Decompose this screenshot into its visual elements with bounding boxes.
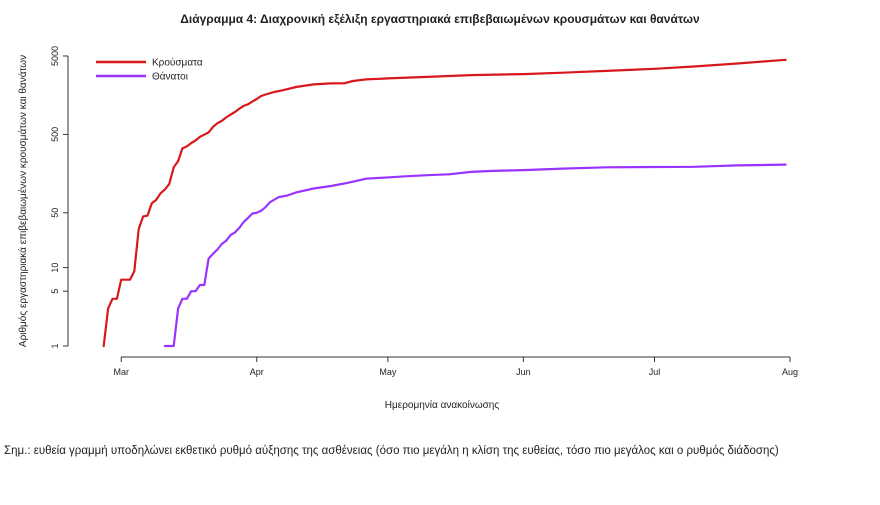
- chart-svg: 1 5 10 50 500 5000 Mar Apr May Jun Jul Aug Κρούσμα…: [17, 46, 798, 411]
- y-tick-label: 5000: [50, 46, 60, 66]
- y-tick-label: 500: [50, 127, 60, 142]
- x-tick-label: Mar: [113, 367, 129, 377]
- series-group: [102, 58, 787, 348]
- x-tick-label: Jun: [516, 367, 531, 377]
- y-tick-label: 1: [50, 343, 60, 348]
- x-tick-label: Aug: [782, 367, 798, 377]
- legend-label: Θάνατοι: [152, 71, 188, 83]
- series-line-cases: [102, 58, 787, 348]
- y-tick-label: 5: [50, 289, 60, 294]
- legend-label: Κρούσματα: [152, 57, 203, 69]
- y-tick-label: 10: [50, 263, 60, 273]
- x-tick-label: Jul: [649, 367, 661, 377]
- legend: Κρούσματα Θάνατοι: [96, 57, 203, 83]
- y-tick-label: 50: [50, 208, 60, 218]
- y-axis: 1 5 10 50 500 5000: [50, 46, 69, 349]
- y-axis-title: Αριθμός εργαστηριακά επιβεβαιωμένων κρου…: [17, 55, 29, 347]
- footnote: Σημ.: ευθεία γραμμή υποδηλώνει εκθετικό …: [4, 445, 779, 457]
- x-tick-label: May: [379, 367, 397, 377]
- series-line-deaths: [163, 163, 787, 348]
- x-axis: Mar Apr May Jun Jul Aug: [113, 356, 798, 377]
- x-tick-label: Apr: [250, 367, 264, 377]
- x-axis-title: Ημερομηνία ανακοίνωσης: [385, 399, 500, 411]
- chart-title: Διάγραμμα 4: Διαχρονική εξέλιξη εργαστηρ…: [180, 12, 700, 26]
